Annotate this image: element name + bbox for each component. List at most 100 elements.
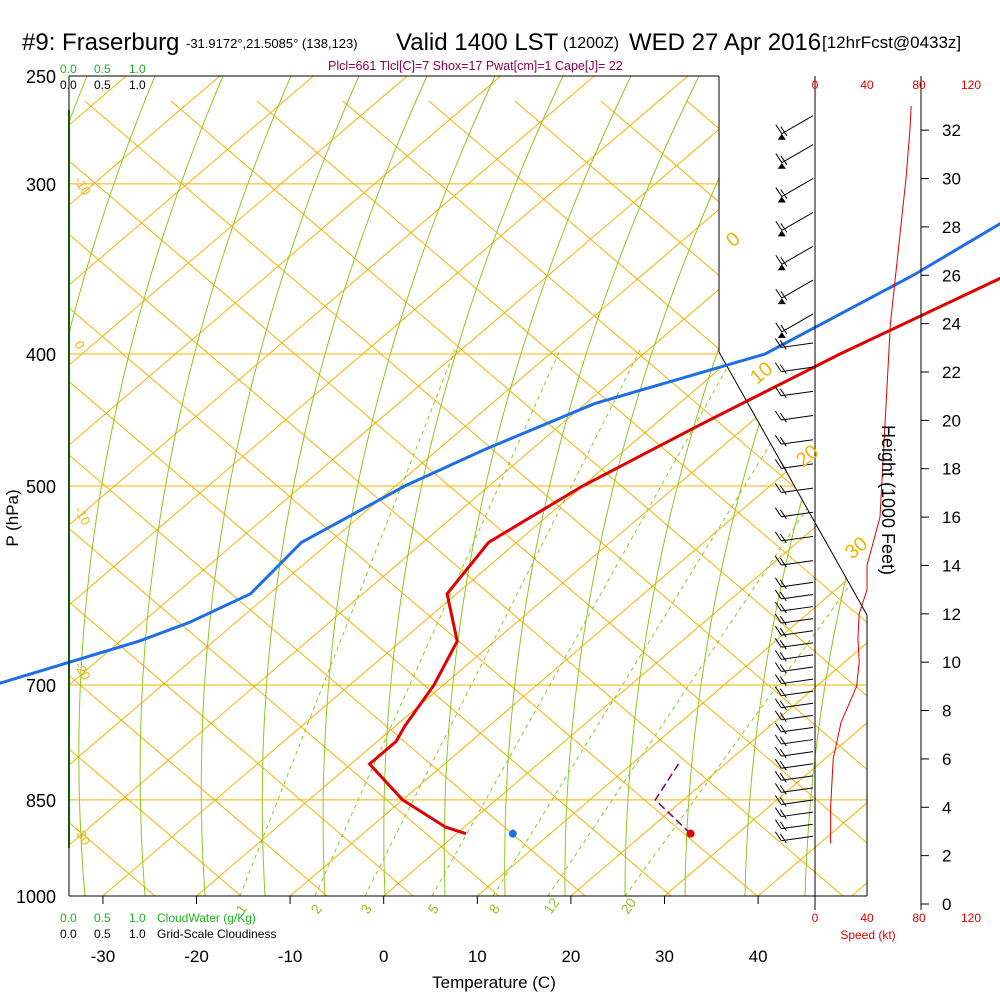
wind-barb-staff <box>781 666 814 672</box>
utc-time: (1200Z) <box>563 35 619 52</box>
wind-barb-flag <box>774 410 782 421</box>
wind-barb-staff <box>781 560 814 566</box>
speed-top-tick-label: 40 <box>860 78 874 92</box>
wind-barb-flag <box>774 601 782 612</box>
mixing-ratio-line <box>431 349 738 896</box>
temperature-axis-label: Temperature (C) <box>432 973 556 992</box>
wind-barb-flag <box>775 187 783 197</box>
wind-barb-flag <box>774 459 782 469</box>
mixing-ratio-label: 3 <box>357 901 375 917</box>
station-title: #9: Fraserburg <box>22 29 179 56</box>
forecast-date: WED 27 Apr 2016 <box>629 29 821 56</box>
cloud-water-top-tick-2: 1.0 <box>129 62 146 76</box>
wind-barb-flag <box>774 698 782 709</box>
wind-barb-flag <box>779 748 787 759</box>
dry-adiabat-line <box>84 100 867 771</box>
wind-barb-staff <box>781 313 814 333</box>
wind-barb-staff <box>781 487 814 494</box>
cloud-cover-bottom-tick-0: 0.0 <box>60 927 77 941</box>
wind-barb-staff <box>781 581 814 588</box>
wind-barb-staff <box>781 714 814 721</box>
wind-barb-flag <box>774 650 782 660</box>
cloud-water-bottom-tick-0: 0.0 <box>60 911 77 925</box>
wind-barb-flag <box>774 710 782 721</box>
cloud-cover-label: Grid-Scale Cloudiness <box>157 927 276 941</box>
isotherm-line <box>69 76 502 446</box>
mixing-ratio-label: 8 <box>485 901 503 917</box>
wind-barb-flag <box>774 771 782 781</box>
speed-bottom-tick-label: 80 <box>912 911 926 925</box>
cloud-water-bottom-tick-2: 1.0 <box>129 911 146 925</box>
cloud-water-top-tick-0: 0.0 <box>60 62 77 76</box>
wind-barb-pennant <box>777 298 786 305</box>
wind-barb-flag <box>779 712 787 723</box>
wind-barb-flag <box>774 831 782 842</box>
isotherm-line <box>69 76 314 286</box>
pressure-tick-label: 300 <box>26 175 56 195</box>
parcel-profile-line <box>654 763 692 835</box>
wind-barb-flag <box>774 362 782 372</box>
isotherm-line <box>69 76 408 366</box>
left-isotherm-label: 0 <box>71 338 88 352</box>
wind-barb-flag <box>774 507 782 517</box>
wind-barb-flag <box>774 662 782 672</box>
wind-barb-flag <box>779 688 787 698</box>
temperature-profile-line <box>367 276 1000 836</box>
wind-barb-flag <box>774 483 782 493</box>
height-tick-label: 14 <box>942 556 961 575</box>
wind-barb-flag <box>774 625 782 636</box>
wind-barb-flag <box>779 664 787 674</box>
wind-barb-flag <box>779 557 787 568</box>
wind-barb-flag <box>779 603 787 614</box>
height-tick-label: 20 <box>942 411 961 430</box>
wind-barb-flag <box>780 223 788 233</box>
wind-barb-flag <box>775 288 783 299</box>
wind-barb-staff <box>781 739 814 745</box>
wind-barb-flag <box>774 686 782 696</box>
height-tick-label: 22 <box>942 363 961 382</box>
wind-barb-flag <box>775 153 783 163</box>
wind-barb-staff <box>781 211 814 231</box>
wind-barb-staff <box>781 630 814 636</box>
dry-adiabat-line <box>69 821 156 896</box>
wind-speed-panel <box>830 105 912 844</box>
wind-barb-flag <box>780 126 788 136</box>
wind-barb-staff <box>781 178 814 197</box>
temperature-surface-marker <box>686 829 695 838</box>
height-tick-label: 12 <box>942 605 961 624</box>
wind-barb-staff <box>781 463 814 469</box>
wind-barb-flag <box>779 364 787 374</box>
wind-barb-flag <box>779 388 787 399</box>
speed-axis-label: Speed (kt) <box>840 928 895 942</box>
mixing-ratio-label: 12 <box>540 895 562 917</box>
wind-barb-staff <box>781 593 814 600</box>
dewpoint-profile-line <box>0 221 1000 685</box>
stability-indices: Plcl=661 Tlcl[C]=7 Shox=17 Pwat[cm]=1 Ca… <box>328 59 623 73</box>
left-isotherm-label: -10 <box>71 174 93 198</box>
wind-barb-staff <box>781 366 814 373</box>
wind-barb-flag <box>775 221 783 231</box>
temperature-tick-label: 40 <box>749 947 768 966</box>
dry-adiabat-line <box>69 527 500 896</box>
wind-barb-staff <box>781 835 814 842</box>
dry-adiabat-line <box>69 674 328 896</box>
wind-barb-flag <box>779 833 787 844</box>
wind-barb-staff <box>781 279 814 299</box>
pressure-tick-label: 1000 <box>16 887 56 907</box>
wind-barb-staff <box>781 763 814 769</box>
wind-barb-staff <box>781 245 814 265</box>
dry-adiabat-line <box>69 601 414 896</box>
wind-barb-flag <box>774 674 782 684</box>
height-tick-label: 10 <box>942 653 961 672</box>
mixing-ratio-line <box>314 349 561 896</box>
dry-adiabat-line <box>69 160 867 844</box>
wind-barb-staff <box>781 702 814 709</box>
temperature-tick-label: 10 <box>468 947 487 966</box>
wind-barb-staff <box>781 787 814 793</box>
wind-barb-flag <box>779 627 787 638</box>
wind-barb-flag <box>780 290 788 301</box>
left-isotherm-label: -10 <box>71 504 93 528</box>
wind-speed-line <box>830 105 912 844</box>
wind-barb-flag <box>774 613 782 624</box>
dry-adiabat-line <box>69 233 844 896</box>
